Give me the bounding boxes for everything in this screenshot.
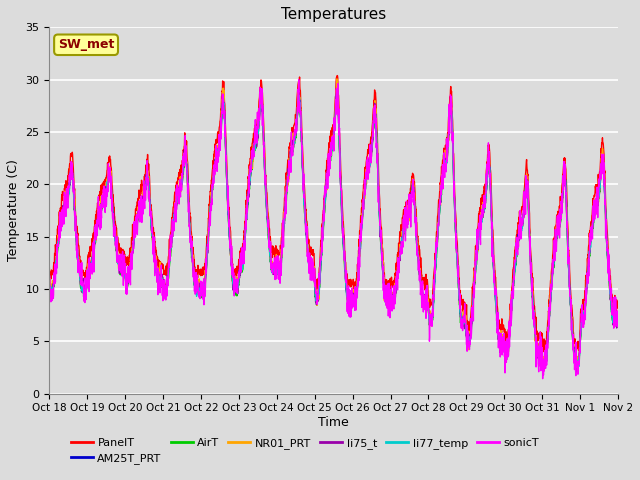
li75_t: [572, 369, 580, 375]
li75_t: [580, 313, 588, 319]
li77_temp: [204, 240, 212, 246]
AirT: [45, 290, 53, 296]
NR01_PRT: [363, 164, 371, 170]
NR01_PRT: [580, 315, 588, 321]
li75_t: [45, 288, 53, 294]
AM25T_PRT: [614, 315, 622, 321]
li77_temp: [564, 242, 572, 248]
li77_temp: [573, 364, 581, 370]
li75_t: [564, 247, 572, 252]
PanelT: [204, 230, 212, 236]
li75_t: [295, 85, 303, 91]
Line: li77_temp: li77_temp: [49, 92, 618, 367]
li75_t: [614, 319, 622, 324]
Line: AM25T_PRT: AM25T_PRT: [49, 94, 618, 367]
Legend: PanelT, AM25T_PRT, AirT, NR01_PRT, li75_t, li77_temp, sonicT: PanelT, AM25T_PRT, AirT, NR01_PRT, li75_…: [67, 433, 543, 468]
li77_temp: [363, 170, 371, 176]
AM25T_PRT: [204, 240, 212, 246]
sonicT: [614, 308, 622, 313]
li75_t: [351, 296, 358, 301]
sonicT: [499, 340, 507, 346]
AM25T_PRT: [363, 170, 371, 176]
NR01_PRT: [204, 228, 212, 234]
AirT: [614, 321, 622, 327]
PanelT: [333, 72, 341, 78]
NR01_PRT: [351, 291, 358, 297]
AM25T_PRT: [564, 258, 572, 264]
li77_temp: [614, 316, 622, 322]
AM25T_PRT: [351, 296, 358, 301]
li77_temp: [580, 309, 588, 315]
PanelT: [541, 349, 548, 355]
PanelT: [45, 265, 53, 271]
li77_temp: [333, 89, 341, 95]
Y-axis label: Temperature (C): Temperature (C): [7, 159, 20, 262]
PanelT: [614, 305, 622, 311]
NR01_PRT: [499, 332, 507, 337]
AM25T_PRT: [45, 284, 53, 290]
NR01_PRT: [575, 364, 582, 370]
Line: sonicT: sonicT: [49, 80, 618, 379]
li77_temp: [351, 299, 358, 304]
NR01_PRT: [333, 76, 341, 82]
PanelT: [499, 325, 507, 331]
AM25T_PRT: [580, 314, 588, 320]
AirT: [573, 367, 580, 373]
AirT: [351, 298, 358, 304]
AM25T_PRT: [257, 91, 265, 96]
sonicT: [45, 293, 53, 299]
li77_temp: [45, 288, 53, 293]
AirT: [363, 175, 371, 181]
NR01_PRT: [564, 246, 572, 252]
sonicT: [295, 77, 303, 83]
PanelT: [564, 232, 572, 238]
li77_temp: [499, 342, 507, 348]
PanelT: [351, 283, 358, 289]
sonicT: [564, 245, 572, 251]
li75_t: [499, 342, 507, 348]
sonicT: [363, 170, 371, 176]
AirT: [564, 249, 572, 254]
Line: NR01_PRT: NR01_PRT: [49, 79, 618, 367]
PanelT: [580, 297, 588, 303]
NR01_PRT: [45, 281, 53, 287]
AirT: [333, 93, 341, 99]
NR01_PRT: [614, 319, 622, 325]
sonicT: [351, 295, 358, 300]
AirT: [499, 346, 507, 352]
li75_t: [363, 174, 371, 180]
sonicT: [204, 244, 212, 250]
sonicT: [580, 321, 588, 327]
Title: Temperatures: Temperatures: [281, 7, 387, 22]
AirT: [204, 241, 212, 247]
AirT: [580, 317, 588, 323]
AM25T_PRT: [499, 339, 507, 345]
sonicT: [539, 376, 547, 382]
AM25T_PRT: [541, 364, 549, 370]
Line: li75_t: li75_t: [49, 88, 618, 372]
Line: PanelT: PanelT: [49, 75, 618, 352]
Line: AirT: AirT: [49, 96, 618, 370]
Text: SW_met: SW_met: [58, 38, 115, 51]
X-axis label: Time: Time: [318, 416, 349, 429]
PanelT: [363, 156, 371, 162]
li75_t: [204, 238, 212, 244]
